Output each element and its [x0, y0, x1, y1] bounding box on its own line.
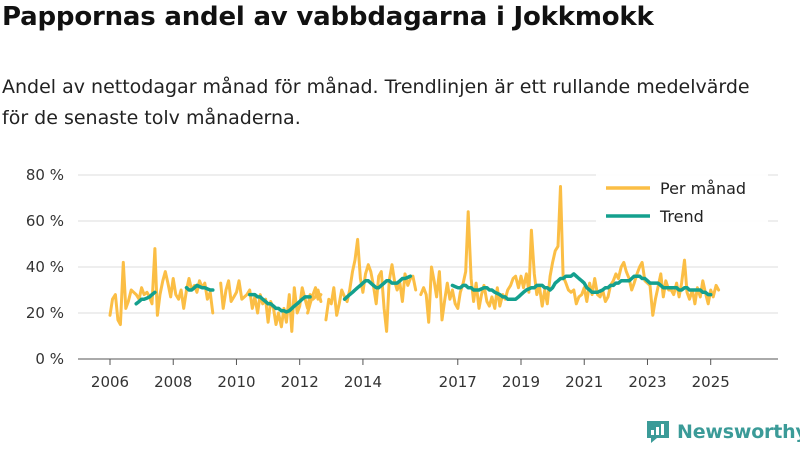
monthly-series-line-segment-2: [219, 279, 323, 333]
trend-series-line-segment-1: [134, 290, 157, 306]
trend-series-line-segment-5: [450, 272, 713, 301]
x-tick-label-2017: 2017: [439, 373, 477, 391]
monthly-series-line-segment-3: [306, 286, 323, 315]
x-tick-label-2025: 2025: [692, 373, 730, 391]
brand-name: Newsworthy: [677, 421, 800, 443]
x-tick-label-2023: 2023: [628, 373, 666, 391]
monthly-series-line-segment-5: [419, 185, 721, 324]
y-tick-label-60: 60 %: [26, 212, 64, 230]
trend-series-line: [134, 272, 713, 314]
x-tick-label-2010: 2010: [217, 373, 255, 391]
x-tick-label-2012: 2012: [281, 373, 319, 391]
chart-title: Pappornas andel av vabbdagarna i Jokkmok…: [2, 2, 654, 32]
monthly-series-line: [108, 185, 721, 333]
series-layer: [108, 185, 721, 333]
chart-subtitle: Andel av nettodagar månad för månad. Tre…: [2, 76, 750, 129]
y-tick-label-20: 20 %: [26, 304, 64, 322]
x-tick-label-2006: 2006: [91, 373, 129, 391]
monthly-series-line-segment-4: [324, 237, 418, 333]
trend-series-line-segment-2: [184, 283, 215, 292]
trend-series-line-segment-4: [342, 274, 413, 301]
brand: Newsworthy: [645, 419, 800, 445]
x-tick-label-2008: 2008: [154, 373, 192, 391]
legend-background: [596, 172, 768, 234]
legend: Per månad Trend: [596, 172, 768, 234]
x-tick-label-2014: 2014: [344, 373, 382, 391]
legend-label-1: Per månad: [660, 179, 746, 198]
x-axis: 2006 2008 2010 2012 2014 2017 2019 2021 2023 2025: [78, 358, 778, 391]
y-tick-label-0: 0 %: [35, 350, 64, 368]
y-axis: 0 % 20 % 40 % 60 % 80 %: [26, 166, 64, 368]
x-tick-label-2019: 2019: [502, 373, 540, 391]
legend-label-2: Trend: [659, 207, 704, 226]
y-tick-label-80: 80 %: [26, 166, 64, 184]
x-tick-label-2021: 2021: [565, 373, 603, 391]
newsworthy-logo-icon: [647, 421, 669, 443]
y-tick-label-40: 40 %: [26, 258, 64, 276]
trend-series-line-segment-3: [247, 292, 312, 314]
